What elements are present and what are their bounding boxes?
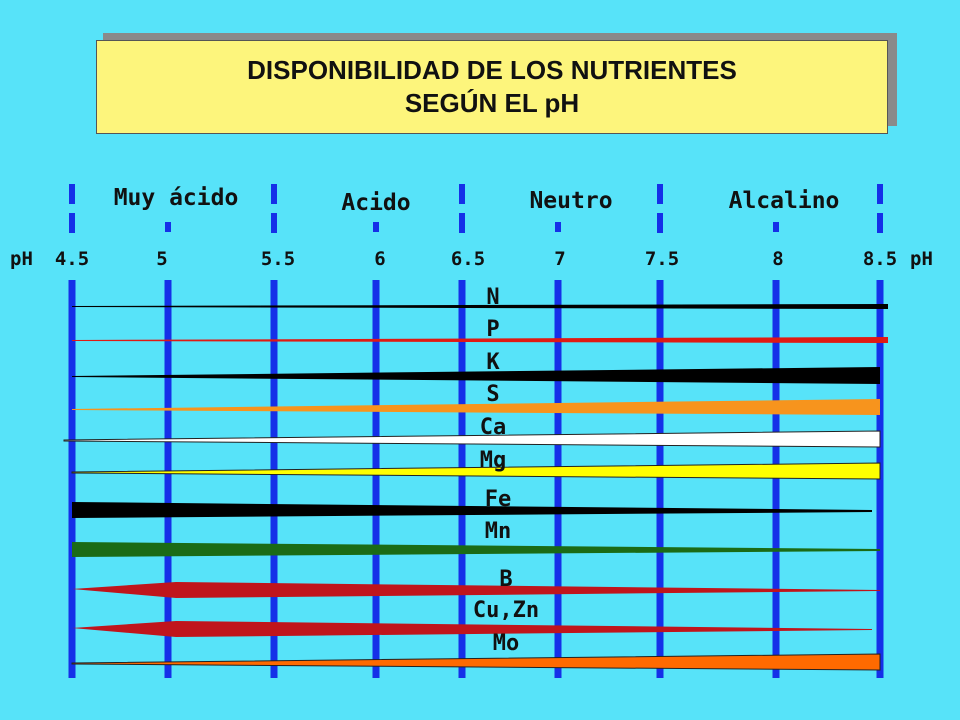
tick-label-7.5: 7.5 [645, 248, 679, 270]
tick-label-6: 6 [374, 248, 385, 270]
zone-label-alcalino: Alcalino [729, 188, 840, 214]
nutrient-bar-mo [71, 653, 881, 671]
nutrient-label-p: P [486, 317, 499, 342]
tick-label-4.5: 4.5 [55, 248, 89, 270]
ph-axis: pH pH 4.5 5 5.5 6 6.5 7 7.5 8 8.5 [10, 248, 933, 270]
tick-label-5.5: 5.5 [261, 248, 295, 270]
zone-labels: Muy ácido Acido Neutro Alcalino [114, 185, 840, 216]
nutrient-bar-cu-zn [72, 621, 872, 637]
nutrient-bar-n [72, 304, 888, 309]
nutrient-label-k: K [486, 350, 500, 375]
nutrient-label-cu-zn: Cu,Zn [473, 598, 539, 623]
nutrient-bar-s [72, 399, 880, 415]
tick-label-8.5: 8.5 [863, 248, 897, 270]
nutrient-label-mg: Mg [480, 448, 507, 473]
zone-label-neutro: Neutro [529, 188, 612, 214]
nutrient-bar-fe [72, 502, 872, 518]
nutrient-bar-ca [63, 430, 881, 448]
tick-label-7: 7 [554, 248, 565, 270]
nutrient-label-b: B [499, 567, 512, 592]
nutrient-bars [63, 304, 888, 671]
nutrient-label-fe: Fe [485, 487, 512, 512]
title-box: DISPONIBILIDAD DE LOS NUTRIENTES SEGÚN E… [96, 40, 888, 134]
tick-label-6.5: 6.5 [451, 248, 485, 270]
nutrient-bar-b [72, 582, 880, 598]
nutrient-bar-k [72, 367, 880, 384]
nutrient-bar-p [72, 337, 888, 343]
axis-label-right: pH [910, 248, 933, 270]
nutrient-label-s: S [486, 382, 499, 407]
nutrient-bar-mg [71, 462, 881, 480]
nutrient-label-ca: Ca [480, 415, 507, 440]
nutrient-label-mn: Mn [485, 519, 512, 544]
nutrient-label-mo: Mo [493, 631, 520, 656]
title-line-2: SEGÚN EL pH [404, 88, 580, 118]
nutrient-bar-mn [72, 542, 880, 557]
zone-label-muy-acido: Muy ácido [114, 185, 239, 211]
axis-label-left: pH [10, 248, 33, 270]
nutrient-label-n: N [486, 285, 499, 310]
tick-label-8: 8 [772, 248, 783, 270]
zone-label-acido: Acido [341, 190, 410, 216]
title-line-1: DISPONIBILIDAD DE LOS NUTRIENTES [247, 55, 737, 85]
tick-label-5: 5 [156, 248, 167, 270]
